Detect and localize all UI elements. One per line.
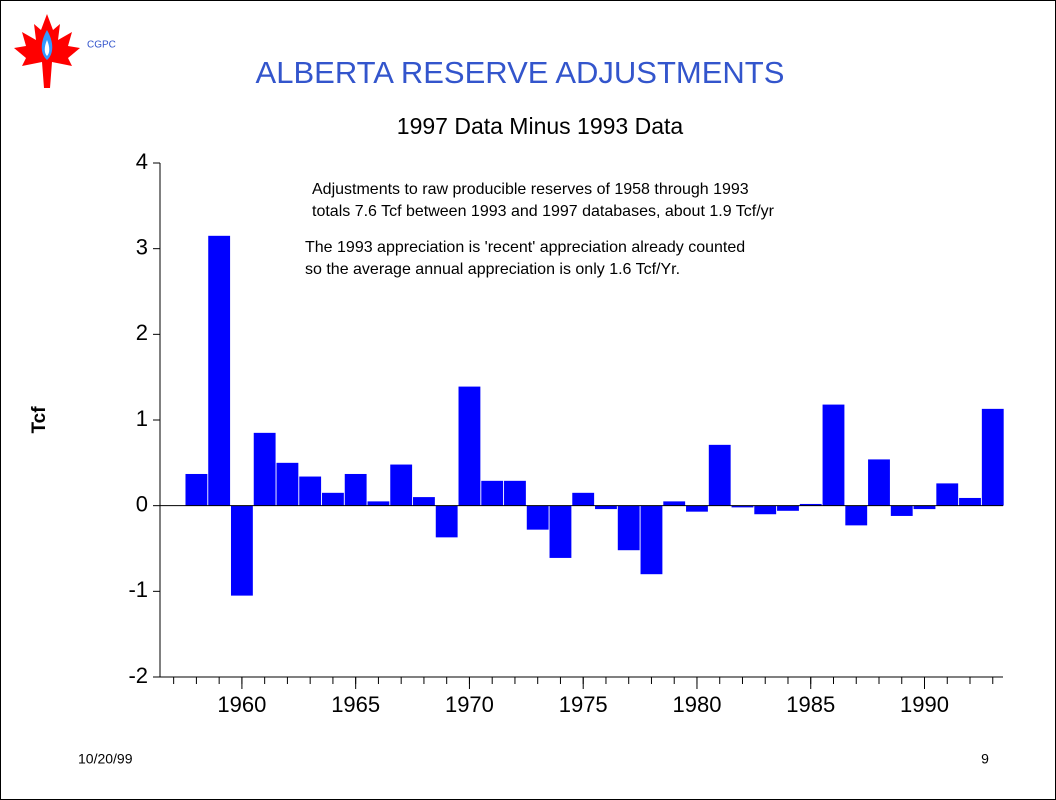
annotation-line: Adjustments to raw producible reserves o… — [312, 181, 749, 198]
x-tick-label: 1985 — [786, 692, 835, 717]
bar — [822, 404, 845, 506]
x-tick-label: 1965 — [331, 692, 380, 717]
bar — [640, 505, 663, 575]
bar — [708, 444, 731, 506]
bar — [959, 497, 981, 506]
bar — [572, 492, 595, 506]
bar — [845, 505, 868, 526]
bar — [663, 501, 686, 506]
bar — [936, 483, 959, 506]
footer-date: 10/20/99 — [78, 751, 133, 767]
bar — [777, 505, 799, 511]
bar — [230, 505, 253, 596]
bar — [344, 473, 367, 506]
annotation-line: totals 7.6 Tcf between 1993 and 1997 dat… — [312, 203, 775, 220]
bar — [185, 473, 208, 506]
bar — [367, 501, 390, 506]
bar — [913, 505, 936, 510]
bar — [504, 480, 526, 506]
bar — [754, 505, 777, 515]
annotation-line: The 1993 appreciation is 'recent' apprec… — [305, 239, 745, 256]
y-tick-label: 3 — [136, 234, 148, 259]
y-axis-label: Tcf — [29, 406, 50, 434]
bar — [549, 505, 572, 558]
bar — [322, 492, 344, 506]
bar — [435, 505, 458, 538]
logo-text: CGPC — [87, 40, 116, 51]
bar — [617, 505, 640, 551]
bar — [299, 476, 322, 506]
bar — [868, 459, 890, 506]
bar — [799, 503, 822, 506]
bar — [413, 497, 435, 506]
flame-core — [44, 40, 50, 56]
y-tick-label: 1 — [136, 406, 148, 431]
bar — [208, 235, 231, 506]
bar — [253, 432, 276, 506]
x-tick-label: 1980 — [672, 692, 721, 717]
y-tick-label: -2 — [128, 663, 148, 688]
y-tick-label: 0 — [136, 491, 148, 516]
bar — [458, 386, 481, 506]
bar — [276, 462, 299, 506]
bar — [526, 505, 549, 530]
bar — [981, 408, 1004, 506]
y-tick-label: 2 — [136, 320, 148, 345]
y-tick-label: -1 — [128, 577, 148, 602]
x-tick-label: 1970 — [445, 692, 494, 717]
bar — [731, 505, 754, 508]
bar — [390, 464, 413, 506]
x-tick-label: 1975 — [559, 692, 608, 717]
footer-page: 9 — [981, 751, 989, 767]
bar — [686, 505, 708, 512]
logo — [14, 14, 80, 88]
chart-title: ALBERTA RESERVE ADJUSTMENTS — [256, 55, 785, 90]
bar — [481, 480, 504, 506]
x-tick-label: 1990 — [900, 692, 949, 717]
bar — [890, 505, 913, 516]
bar — [595, 505, 617, 510]
y-tick-label: 4 — [136, 149, 148, 174]
chart-subtitle: 1997 Data Minus 1993 Data — [397, 113, 684, 139]
annotation-line: so the average annual appreciation is on… — [305, 261, 680, 278]
x-tick-label: 1960 — [217, 692, 266, 717]
